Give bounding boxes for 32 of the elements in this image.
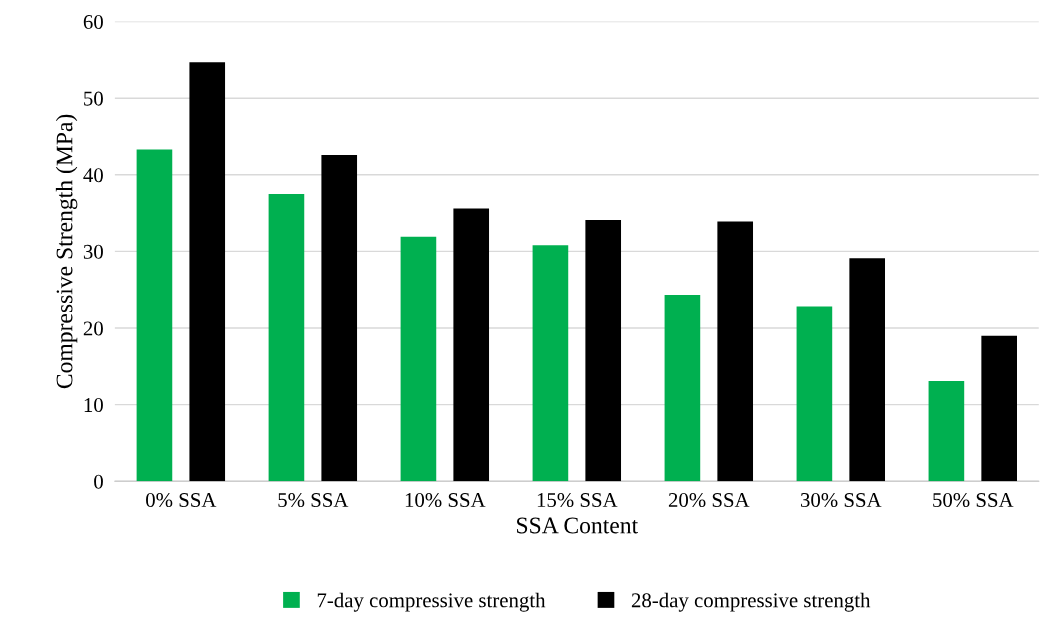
bar: [717, 221, 754, 482]
bar: [136, 149, 173, 482]
bar: [189, 62, 226, 482]
legend-label: 28-day compressive strength: [631, 592, 871, 612]
x-tick-label: 30% SSA: [800, 492, 882, 508]
y-tick-label: 20: [83, 321, 103, 336]
bar: [849, 258, 886, 482]
y-tick-label: 0: [94, 474, 103, 489]
bar: [981, 335, 1017, 482]
bar: [664, 295, 701, 482]
y-tick-label: 50: [84, 91, 103, 106]
bar: [400, 236, 437, 482]
bar: [585, 220, 622, 482]
bar: [453, 208, 490, 482]
bar: [928, 380, 965, 482]
bar: [796, 306, 833, 482]
x-tick-label: 0% SSA: [146, 492, 217, 508]
y-axis-title: Compressive Strength (MPa): [55, 114, 78, 389]
y-tick-label: 60: [83, 14, 103, 30]
x-tick-label: 20% SSA: [668, 492, 750, 508]
x-tick-label: 15% SSA: [537, 492, 618, 508]
x-axis-title: SSA Content: [517, 517, 639, 534]
bar: [321, 154, 358, 482]
y-tick-label: 30: [83, 244, 103, 259]
x-tick-label: 10% SSA: [405, 492, 486, 508]
x-tick-label: 5% SSA: [278, 492, 349, 508]
legend-label: 7-day compressive strength: [317, 592, 546, 612]
y-tick-label: 10: [84, 398, 103, 413]
bar: [532, 245, 569, 482]
x-tick-label: 50% SSA: [933, 492, 1014, 508]
bar: [268, 193, 305, 482]
y-tick-label: 40: [83, 168, 103, 183]
